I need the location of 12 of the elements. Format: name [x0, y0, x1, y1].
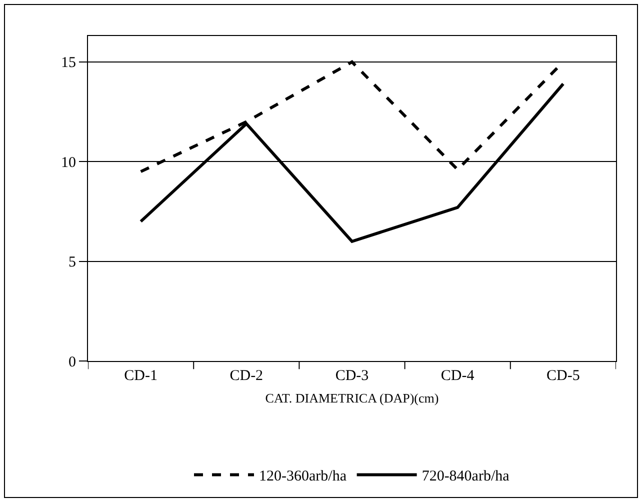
- legend-label: 120-360arb/ha: [259, 468, 347, 485]
- x-axis-title: CAT. DIAMETRICA (DAP)(cm): [265, 390, 439, 406]
- x-tick-label: CD-5: [546, 368, 580, 384]
- legend-label: 720-840arb/ha: [422, 468, 510, 485]
- x-tick-label: CD-2: [230, 368, 264, 384]
- x-tick-label: CD-3: [335, 368, 369, 384]
- x-tick-label: CD-4: [440, 368, 475, 384]
- y-tick-label: 5: [68, 254, 76, 271]
- y-tick-label: 15: [61, 55, 76, 72]
- y-tick-label: 10: [61, 154, 76, 171]
- x-tick-label: CD-1: [124, 368, 158, 384]
- y-tick-label: 0: [68, 354, 76, 370]
